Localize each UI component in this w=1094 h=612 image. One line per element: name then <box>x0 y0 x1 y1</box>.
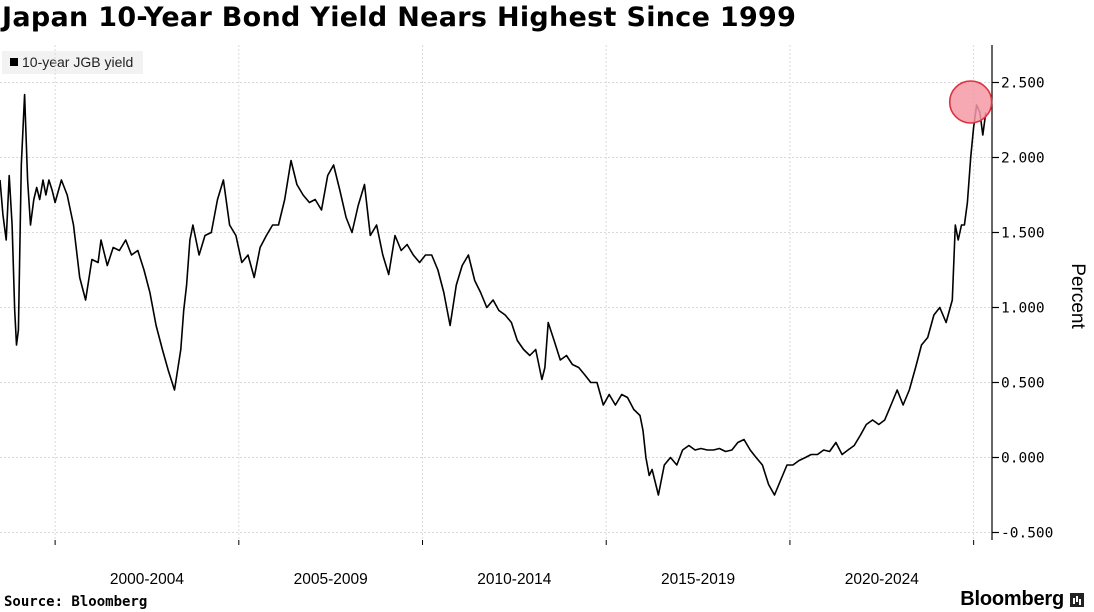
x-tick-label: 2010-2014 <box>477 571 552 588</box>
y-axis-label: Percent <box>1067 263 1088 329</box>
axes <box>54 45 999 545</box>
x-tick-label: 2015-2019 <box>661 571 735 588</box>
brand-name: Bloomberg <box>960 588 1064 610</box>
y-tick-label: 0.000 <box>1001 451 1045 467</box>
x-tick-label: 2005-2009 <box>294 571 368 588</box>
chart-legend: 10-year JGB yield <box>2 51 144 74</box>
series-line-jgb-yield <box>0 93 987 496</box>
y-tick-label: 2.000 <box>1001 151 1045 167</box>
gridlines <box>0 45 992 540</box>
y-tick-label: 2.500 <box>1001 76 1045 92</box>
brand-logo: Bloomberg <box>960 588 1084 611</box>
highlight-circle <box>948 80 993 124</box>
y-tick-label: 0.500 <box>1001 376 1045 392</box>
highlight-layer <box>948 80 993 124</box>
series-layer <box>0 93 987 496</box>
legend-swatch-icon <box>10 58 18 66</box>
chart-title: Japan 10-Year Bond Yield Nears Highest S… <box>2 2 797 33</box>
y-tick-label: -0.500 <box>1001 526 1053 542</box>
y-tick-label: 1.000 <box>1001 301 1045 317</box>
tick-labels: -0.500 0.000 0.500 1.000 1.500 2.000 2.500 2000… <box>110 76 1088 589</box>
bloomberg-terminal-icon <box>1070 592 1084 607</box>
source-note: Source: Bloomberg <box>4 594 148 610</box>
y-tick-label: 1.500 <box>1001 226 1045 242</box>
legend-entry-label: 10-year JGB yield <box>22 54 134 70</box>
x-tick-label: 2000-2004 <box>110 571 185 588</box>
x-tick-label: 2020-2024 <box>845 571 920 588</box>
